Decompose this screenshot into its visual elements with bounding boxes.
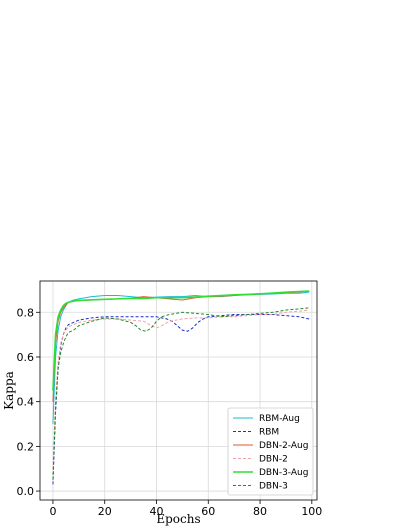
series-line-dbn-3 — [52, 307, 310, 480]
series-lines — [52, 290, 310, 485]
x-tick-label: 100 — [301, 505, 322, 518]
legend-label: RBM — [259, 428, 279, 438]
legend-label: DBN-2-Aug — [259, 441, 308, 451]
y-tick-label: 0.6 — [17, 351, 35, 364]
y-tick-label: 0.4 — [17, 396, 35, 409]
legend-label: DBN-2 — [259, 455, 288, 465]
legend-label: DBN-3 — [259, 482, 288, 492]
grid — [40, 281, 317, 500]
x-tick-label: 40 — [149, 505, 163, 518]
x-tick-label: 60 — [201, 505, 215, 518]
legend-box — [227, 407, 314, 496]
legend: RBM-Aug RBM DBN-2-Aug DBN-2 DBN-3-Aug DBN-3 — [227, 407, 314, 496]
y-axis-ticks: 0.0 0.2 0.4 0.6 0.8 — [17, 306, 40, 498]
y-axis-label: Kappa — [2, 371, 16, 410]
x-axis-ticks: 0 20 40 60 80 100 — [49, 500, 322, 518]
x-tick-label: 80 — [253, 505, 267, 518]
plot-frame — [39, 280, 318, 501]
y-tick-label: 0.0 — [17, 485, 35, 498]
x-axis-label: Epochs — [156, 512, 200, 526]
y-tick-label: 0.2 — [17, 440, 35, 453]
series-line-dbn-3-aug — [52, 290, 310, 391]
series-line-dbn-2-aug — [52, 290, 310, 402]
x-tick-label: 0 — [49, 505, 56, 518]
y-tick-label: 0.8 — [17, 306, 35, 319]
x-tick-label: 20 — [98, 505, 112, 518]
legend-label: DBN-3-Aug — [259, 468, 308, 478]
series-line-dbn-2 — [52, 309, 310, 469]
legend-label: RBM-Aug — [259, 414, 300, 424]
